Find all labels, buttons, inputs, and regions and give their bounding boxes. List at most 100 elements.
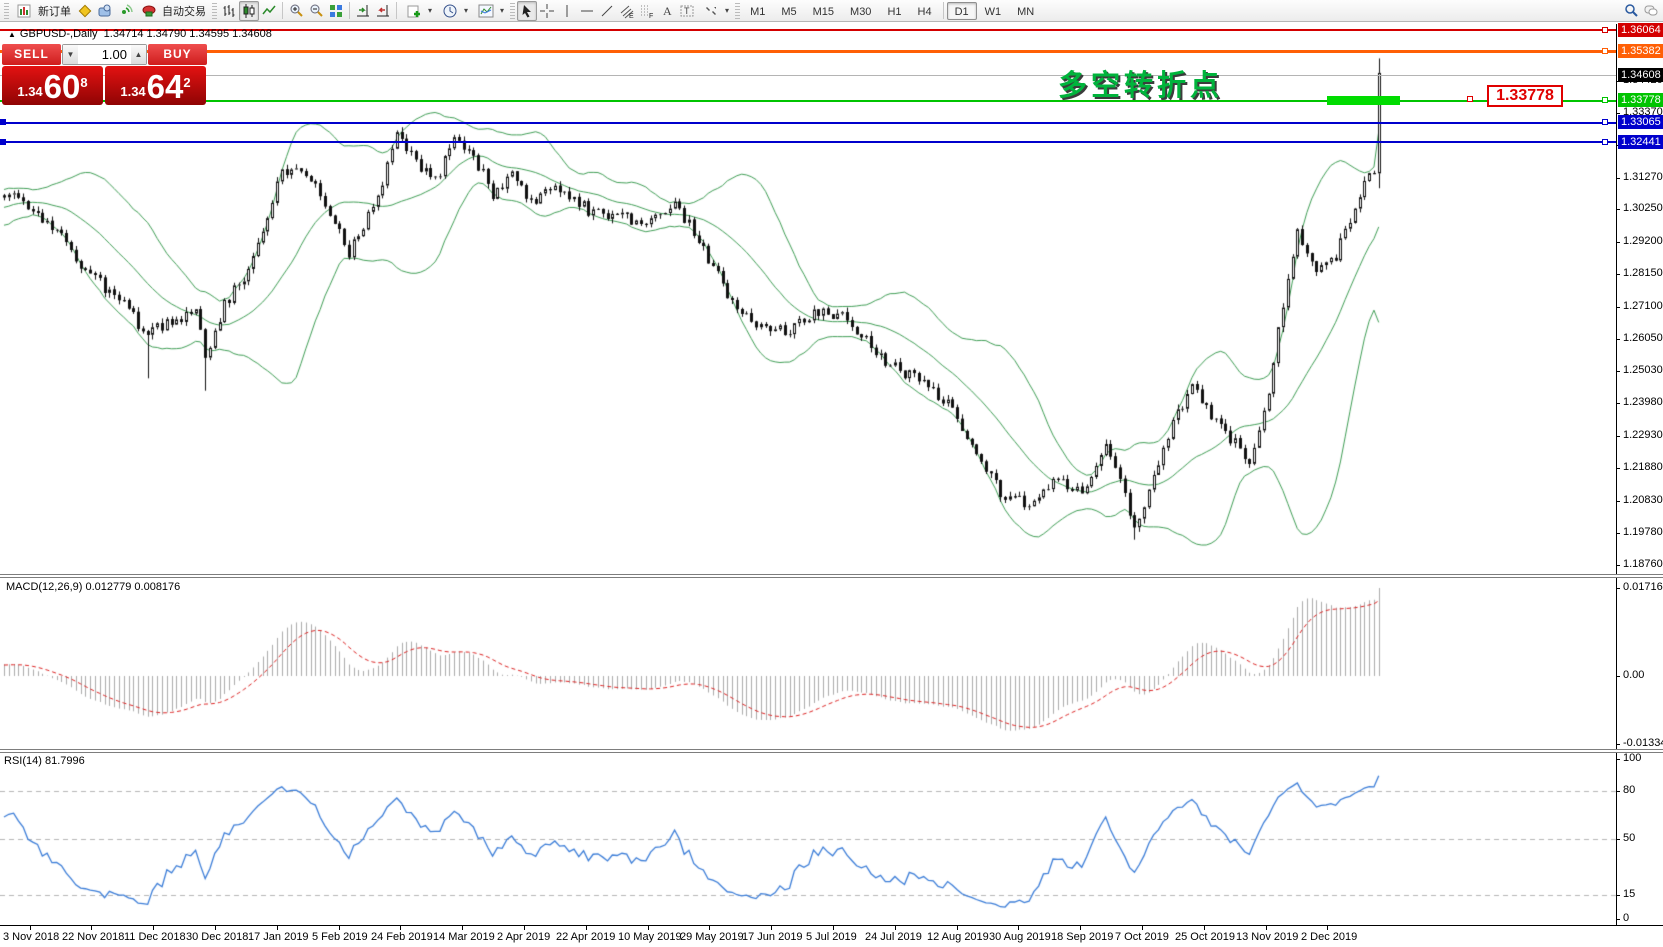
rsi-axis-label[interactable]: 100 (1623, 752, 1642, 764)
axis-tick-label[interactable]: 1.28150 (1623, 267, 1663, 279)
line-handle[interactable] (0, 139, 6, 145)
axis-tick-label[interactable]: 1.21880 (1623, 461, 1663, 473)
axis-tick-label[interactable]: 1.23980 (1623, 396, 1663, 408)
market-watch-tag-icon[interactable] (75, 1, 95, 21)
macd-axis-label[interactable]: 0.00 (1623, 669, 1645, 681)
timeframe-button-M15[interactable]: M15 (812, 5, 835, 18)
fibonacci-icon[interactable]: F (637, 1, 657, 21)
horizontal-line-1.33778[interactable] (0, 100, 1616, 102)
horizontal-line-icon[interactable] (577, 1, 597, 21)
tile-windows-icon[interactable] (326, 1, 346, 21)
buy-button[interactable]: BUY (148, 44, 207, 65)
cursor-icon[interactable] (517, 0, 538, 21)
date-label[interactable]: 24 Jul 2019 (865, 931, 922, 943)
timeframe-button-D1[interactable]: D1 (946, 1, 977, 20)
timeframe-button-M5[interactable]: M5 (781, 5, 797, 18)
rsi-axis-label[interactable]: 15 (1623, 888, 1636, 900)
panel-separator[interactable] (0, 749, 1663, 753)
axis-tick-label[interactable]: 1.25030 (1623, 364, 1663, 376)
chart-shift-icon[interactable] (373, 1, 393, 21)
group-handle[interactable] (212, 2, 217, 19)
zoom-in-icon[interactable] (286, 1, 306, 21)
line-handle[interactable] (1602, 27, 1608, 33)
group-handle[interactable] (510, 2, 516, 19)
timeframe-button-W1[interactable]: W1 (984, 5, 1002, 18)
chat-icon[interactable] (1641, 1, 1661, 21)
date-label[interactable]: 3 Nov 2018 (3, 931, 60, 943)
template-button[interactable]: ▾ (472, 1, 508, 21)
date-label[interactable]: 11 Dec 2018 (124, 931, 186, 943)
arrows-button[interactable]: ▾ (697, 1, 733, 21)
date-label[interactable]: 7 Oct 2019 (1115, 931, 1169, 943)
period-button[interactable]: ▾ (436, 1, 472, 21)
volume-decrease-button[interactable]: ▼ (63, 45, 78, 64)
horizontal-line-1.33065[interactable] (0, 122, 1616, 124)
bar-chart-icon[interactable] (219, 1, 239, 21)
text-label-icon[interactable]: T (677, 1, 697, 21)
highlight-segment[interactable] (1327, 96, 1400, 105)
volume-value[interactable]: 1.00 (101, 47, 127, 62)
chart-canvas[interactable] (0, 22, 1663, 947)
trade-request-icon[interactable] (95, 1, 115, 21)
group-handle[interactable] (735, 2, 741, 19)
timeframe-button-M30[interactable]: M30 (850, 5, 872, 18)
date-label[interactable]: 24 Feb 2019 (371, 931, 433, 943)
macd-axis-label[interactable]: -0.013348 (1623, 737, 1663, 749)
date-label[interactable]: 29 May 2019 (680, 931, 744, 943)
crosshair-icon[interactable] (537, 1, 557, 21)
date-label[interactable]: 30 Aug 2019 (989, 931, 1051, 943)
date-label[interactable]: 5 Jul 2019 (806, 931, 857, 943)
trendline-icon[interactable] (597, 1, 617, 21)
equidistant-channel-icon[interactable]: E (617, 1, 637, 21)
collapse-triangle-icon[interactable]: ▲ (8, 30, 16, 39)
axis-tick-label[interactable]: 1.18760 (1623, 558, 1663, 570)
axis-tick-label[interactable]: 1.19780 (1623, 526, 1663, 538)
line-chart-icon[interactable] (259, 1, 279, 21)
macd-axis-label[interactable]: 0.017167 (1623, 581, 1663, 593)
timeframe-button-M1[interactable]: M1 (750, 5, 766, 18)
sell-button[interactable]: SELL (2, 44, 61, 65)
axis-tick-label[interactable]: 1.26050 (1623, 332, 1663, 344)
candlestick-chart-icon[interactable] (239, 0, 259, 21)
date-label[interactable]: 22 Apr 2019 (556, 931, 616, 943)
date-label[interactable]: 13 Nov 2019 (1236, 931, 1299, 943)
sell-price-box[interactable]: 1.34 60 8 (2, 66, 103, 105)
vertical-line-icon[interactable] (557, 1, 577, 21)
zoom-out-icon[interactable] (306, 1, 326, 21)
line-handle[interactable] (1602, 97, 1608, 103)
line-handle[interactable] (1602, 48, 1608, 54)
date-label[interactable]: 14 Mar 2019 (433, 931, 495, 943)
toolbar-drag-handle[interactable] (4, 2, 9, 19)
search-icon[interactable] (1621, 1, 1641, 21)
date-label[interactable]: 30 Dec 2018 (186, 931, 249, 943)
price-callout-label[interactable]: 1.33778 (1487, 85, 1563, 107)
date-label[interactable]: 10 May 2019 (618, 931, 682, 943)
timeframe-button-H4[interactable]: H4 (917, 5, 932, 18)
axis-tick-label[interactable]: 1.30250 (1623, 202, 1663, 214)
date-label[interactable]: 17 Jan 2019 (248, 931, 309, 943)
date-label[interactable]: 2 Dec 2019 (1301, 931, 1358, 943)
buy-price-box[interactable]: 1.34 64 2 (105, 66, 206, 105)
date-label[interactable]: 5 Feb 2019 (312, 931, 368, 943)
date-label[interactable]: 12 Aug 2019 (927, 931, 989, 943)
axis-tick-label[interactable]: 1.27100 (1623, 300, 1663, 312)
rsi-axis-label[interactable]: 0 (1623, 912, 1630, 924)
rsi-axis-label[interactable]: 50 (1623, 832, 1636, 844)
axis-tick-label[interactable]: 1.22930 (1623, 429, 1663, 441)
date-label[interactable]: 2 Apr 2019 (497, 931, 551, 943)
horizontal-line-1.32441[interactable] (0, 141, 1616, 143)
timeframe-button-MN[interactable]: MN (1017, 5, 1035, 18)
auto-scroll-icon[interactable] (353, 1, 373, 21)
rsi-axis-label[interactable]: 80 (1623, 784, 1636, 796)
horizontal-line-1.36064[interactable] (0, 29, 1616, 31)
date-label[interactable]: 25 Oct 2019 (1175, 931, 1235, 943)
axis-tick-label[interactable]: 1.20830 (1623, 494, 1663, 506)
new-chart-button[interactable]: ▾ (400, 1, 436, 21)
date-label[interactable]: 22 Nov 2018 (62, 931, 125, 943)
signal-icon[interactable] (115, 1, 135, 21)
line-handle[interactable] (1602, 119, 1608, 125)
turning-point-annotation[interactable]: 多空转折点 (1058, 70, 1224, 102)
autotrade-button[interactable]: 自动交易 (135, 1, 210, 21)
line-handle[interactable] (1602, 139, 1608, 145)
date-label[interactable]: 18 Sep 2019 (1051, 931, 1114, 943)
